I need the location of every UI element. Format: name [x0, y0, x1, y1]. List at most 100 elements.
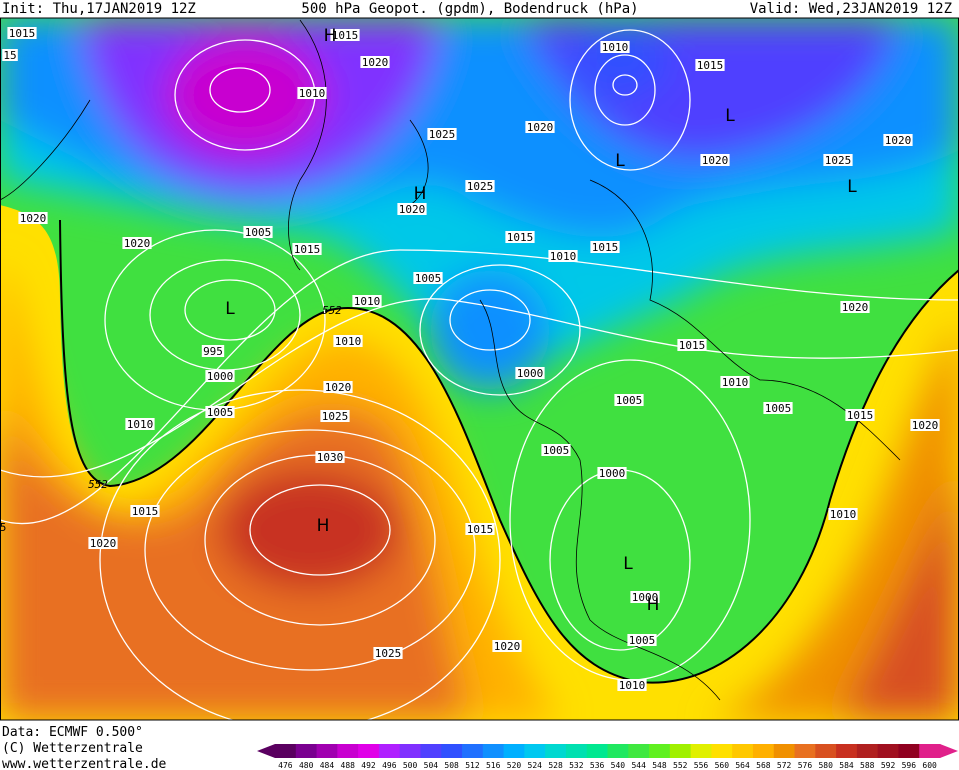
website: www.wetterzentrale.de [2, 757, 167, 770]
map-field [0, 18, 959, 720]
colorbar-label: 476 [278, 761, 293, 770]
colorbar-swatch [586, 744, 608, 758]
isobar-label-box [330, 29, 360, 41]
isobar-label-box [505, 231, 535, 243]
colorbar-label: 556 [694, 761, 709, 770]
isobar-label-box [465, 523, 495, 535]
isobar-label: 1010 [722, 376, 749, 389]
isobar-label: 1005 [415, 272, 442, 285]
isobar-label: 1010 [550, 250, 577, 263]
isobar-label-box [297, 87, 327, 99]
isobar-label-box [700, 154, 730, 166]
isobar-label: 1020 [325, 381, 352, 394]
ridge-shading [0, 260, 959, 720]
isobar-label-box [910, 419, 940, 431]
colorbar-label: 600 [922, 761, 937, 770]
colorbar-swatch [503, 744, 525, 758]
isobar-label-box [7, 27, 37, 39]
colorbar-label: 488 [341, 761, 356, 770]
isobar-label-box [548, 250, 578, 262]
isobar-label: 1020 [90, 537, 117, 550]
colorbar-label: 492 [361, 761, 376, 770]
isobar-label: 1010 [127, 418, 154, 431]
colorbar-swatch [898, 744, 920, 758]
colorbar-label: 548 [652, 761, 667, 770]
colorbar-swatch [524, 744, 546, 758]
isobar-label: 1020 [912, 419, 939, 432]
isobar-label: 1015 [332, 29, 359, 42]
isobar-label: 1015 [9, 27, 36, 40]
isobar-label-box [627, 634, 657, 646]
colorbar-arrow-left [257, 744, 275, 758]
colorbar-swatch [711, 744, 733, 758]
colorbar-swatch [649, 744, 671, 758]
isobar-label-box [541, 444, 571, 456]
pressure-center: H [647, 595, 660, 615]
isobar-label: 1005 [245, 226, 272, 239]
colorbar-swatch [462, 744, 484, 758]
colorbar-swatch [358, 744, 380, 758]
isobar-label: 1015 [592, 241, 619, 254]
isobar-label: 1025 [429, 128, 456, 141]
colorbar-swatch [378, 744, 401, 758]
copyright: (C) Wetterzentrale [2, 741, 143, 756]
colorbar-label: 540 [611, 761, 626, 770]
isobar-label-box [315, 451, 345, 463]
isobar-label-box [360, 56, 390, 68]
isobar-label-box [840, 301, 870, 313]
colorbar-swatch [482, 744, 505, 758]
isobar-label: 1020 [842, 301, 869, 314]
isobar-label: 1020 [362, 56, 389, 69]
colorbar-swatch [565, 744, 588, 758]
isobar-label-box [695, 59, 725, 71]
isobar-label: 1010 [602, 41, 629, 54]
isobar-label-box [18, 212, 48, 224]
colorbar-label: 552 [673, 761, 688, 770]
colorbar-swatch [752, 744, 775, 758]
isobar-label: 1015 [847, 409, 874, 422]
colorbar-label: 500 [403, 761, 418, 770]
colorbar-label: 568 [756, 761, 771, 770]
colorbar-label: 528 [548, 761, 563, 770]
colorbar-label: 484 [320, 761, 335, 770]
isobar-label: 1015 [467, 523, 494, 536]
colorbar-label: 588 [860, 761, 875, 770]
colorbar-label: 560 [715, 761, 730, 770]
isobar-label-box [763, 402, 793, 414]
isobar-label: 1005 [616, 394, 643, 407]
colorbar-swatch [420, 744, 442, 758]
colorbar-swatch [856, 744, 879, 758]
isobar-label-box [590, 241, 620, 253]
isobar-label: 1010 [299, 87, 326, 100]
map-title: 500 hPa Geopot. (gpdm), Bodendruck (hPa) [301, 1, 638, 17]
isobar-label-box [122, 237, 152, 249]
isobar-label: 1005 [543, 444, 570, 457]
isobar-label-box [617, 679, 647, 691]
isobar-label: 552 [322, 304, 342, 317]
pressure-center: L [225, 299, 235, 319]
colorbar-label: 520 [507, 761, 522, 770]
isobar-label-box [205, 406, 235, 418]
colorbar-swatch [815, 744, 837, 758]
colorbar-label: 504 [424, 761, 439, 770]
colorbar-swatch [669, 744, 692, 758]
isobar-label: 995 [203, 345, 223, 358]
pressure-center: L [623, 554, 633, 574]
colorbar-label: 596 [902, 761, 917, 770]
colorbar-swatch [836, 744, 858, 758]
colorbar-arrow-right [940, 744, 958, 758]
isobar-label: 1030 [317, 451, 344, 464]
isobar-label: 1000 [632, 591, 659, 604]
isobar-label: 1025 [467, 180, 494, 193]
isobar-label: 5 [0, 521, 6, 534]
colorbar-label: 572 [777, 761, 792, 770]
isobar-label-box [373, 647, 403, 659]
isobar-label: 1000 [517, 367, 544, 380]
isobar-label-box [677, 339, 707, 351]
isobar-label: 1000 [207, 370, 234, 383]
isobar-label: 1000 [599, 467, 626, 480]
colorbar-swatch [877, 744, 899, 758]
isobar-label-box [883, 134, 913, 146]
isobar-label-box [2, 49, 18, 61]
